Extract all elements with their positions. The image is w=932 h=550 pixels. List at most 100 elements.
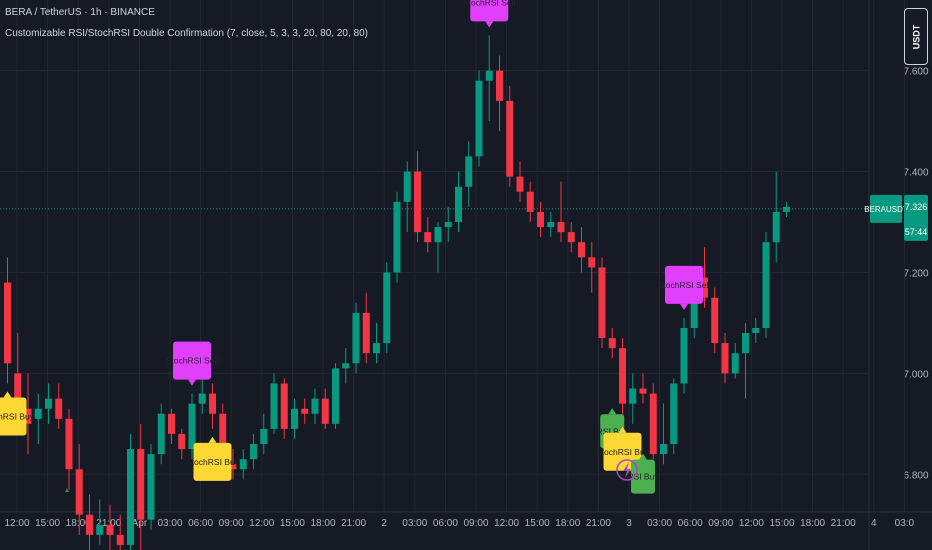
candle-body xyxy=(106,524,114,535)
candle-body xyxy=(762,242,770,328)
candle-body xyxy=(496,70,503,101)
x-tick-label: 03:00 xyxy=(647,518,672,529)
x-tick-label: 15:00 xyxy=(280,518,305,529)
candle-body xyxy=(414,171,421,233)
candle-body xyxy=(280,383,288,429)
signal-label-box xyxy=(470,0,509,22)
x-tick-label: 12:00 xyxy=(494,518,519,529)
x-tick-label: 03:0 xyxy=(895,518,915,529)
candle-body xyxy=(75,469,83,515)
x-tick-label: 06:00 xyxy=(188,518,213,529)
bar-countdown: 57:44 xyxy=(905,227,928,237)
candle-body xyxy=(711,297,719,344)
candle-body xyxy=(352,312,360,364)
candle-body xyxy=(168,413,175,434)
candle-body xyxy=(742,333,749,354)
x-tick-label: 06:00 xyxy=(433,518,458,529)
candle-body xyxy=(24,408,32,424)
currency-label: USDT xyxy=(911,24,921,49)
x-tick-label: Apr xyxy=(132,518,148,529)
candle-body xyxy=(701,277,708,298)
candle-body xyxy=(444,222,452,228)
candle-body xyxy=(250,444,257,460)
candle-body xyxy=(772,211,780,243)
signal-label-pointer xyxy=(3,391,12,398)
chart-header: BERA / TetherUS · 1h · BINANCE Customiza… xyxy=(5,6,368,48)
candle-body xyxy=(547,222,555,228)
candle-body xyxy=(578,242,585,258)
candle-body xyxy=(455,186,462,223)
candle-body xyxy=(342,363,350,369)
candle-body xyxy=(506,100,514,177)
candle-body xyxy=(65,418,73,470)
candle-body xyxy=(526,191,534,212)
candle-body xyxy=(178,433,186,450)
signal-label-pointer xyxy=(639,453,647,460)
candle-body xyxy=(465,156,473,187)
candle-body xyxy=(198,393,206,404)
signal-label-pointer xyxy=(188,379,196,386)
candle-body xyxy=(383,272,391,344)
lightning-icon xyxy=(616,459,638,481)
signal-label-pointer xyxy=(680,303,688,310)
x-tick-label: 4 xyxy=(871,518,877,529)
candle-body xyxy=(219,413,227,465)
candle-body xyxy=(311,398,319,414)
x-tick-label: 21:00 xyxy=(831,518,856,529)
signal-label-pointer xyxy=(208,436,217,443)
candle-body xyxy=(557,222,565,233)
x-tick-label: 12:00 xyxy=(249,518,274,529)
candle-body xyxy=(127,449,134,545)
candle-body xyxy=(639,388,647,394)
currency-button[interactable]: USDT xyxy=(904,8,928,65)
candle-body xyxy=(239,459,247,470)
candle-body xyxy=(680,327,688,384)
candle-body xyxy=(301,408,309,414)
candle-body xyxy=(157,413,165,455)
signal-label-text: StochRSI Buy xyxy=(0,411,35,421)
y-tick-label: 7.400 xyxy=(903,168,928,179)
candle-body xyxy=(291,408,298,429)
y-tick-label: 7.600 xyxy=(903,67,928,78)
x-tick-label: 21:00 xyxy=(341,518,366,529)
candle-body xyxy=(4,282,11,364)
candle-body xyxy=(403,171,411,202)
symbol-label-box xyxy=(870,194,902,223)
x-tick-label: 15:00 xyxy=(769,518,794,529)
signal-label-box xyxy=(0,397,27,436)
candle-body xyxy=(209,393,216,414)
candle-body xyxy=(598,267,606,339)
x-tick-label: 18:00 xyxy=(800,518,825,529)
signal-label-text: StochRSI Sell xyxy=(658,280,711,290)
symbol-label-text: BERAUSDT xyxy=(864,205,908,214)
x-tick-label: 03:00 xyxy=(157,518,182,529)
last-price-value: 7.326 xyxy=(905,202,928,212)
lightning-bolt xyxy=(623,462,631,478)
x-tick-label: 15:00 xyxy=(35,518,60,529)
y-tick-label: 7.200 xyxy=(903,268,928,279)
candle-body xyxy=(86,514,93,535)
x-tick-label: 3 xyxy=(626,518,632,529)
candle-body xyxy=(731,353,739,374)
candle-body xyxy=(270,383,278,429)
candle-body xyxy=(608,338,616,349)
candle-body xyxy=(434,227,442,243)
x-tick-label: 2 xyxy=(381,518,387,529)
candle-body xyxy=(588,257,596,268)
x-tick-label: 03:00 xyxy=(402,518,427,529)
signal-label-text: StochRSI Buy xyxy=(596,447,650,457)
candle-body xyxy=(660,444,667,455)
candle-body xyxy=(783,206,790,212)
signal-label-text: RSI Buy xyxy=(627,472,659,482)
signal-label-text: StochRSI Sell xyxy=(463,0,516,7)
last-price-box xyxy=(904,194,928,241)
signal-label-text: StochRSI Buy xyxy=(186,457,240,467)
candle-body xyxy=(629,388,637,404)
signal-label-box xyxy=(665,265,703,304)
x-tick-label: 09:00 xyxy=(463,518,488,529)
candle-body xyxy=(147,454,155,520)
candle-body xyxy=(45,398,52,409)
x-tick-label: 15:00 xyxy=(525,518,550,529)
signal-label-box xyxy=(173,341,211,380)
